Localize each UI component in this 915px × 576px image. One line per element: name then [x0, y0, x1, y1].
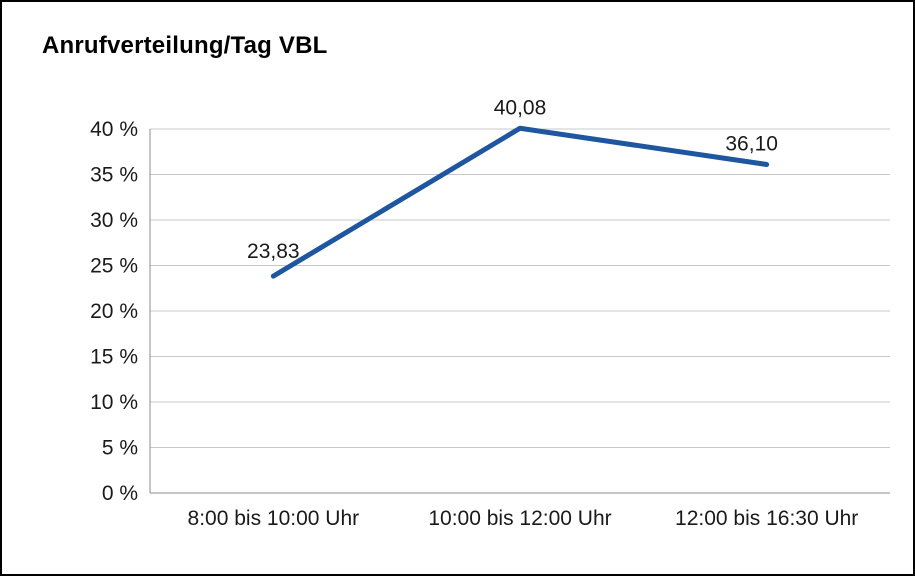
y-axis-tick-label: 0 % [102, 482, 138, 505]
y-axis-tick-label: 15 % [90, 346, 138, 369]
data-point-label: 40,08 [494, 96, 547, 119]
series-line [270, 125, 770, 279]
y-axis-tick-label: 5 % [102, 437, 138, 460]
chart-title: Anrufverteilung/Tag VBL [42, 32, 328, 59]
x-axis-category-label: 8:00 bis 10:00 Uhr [188, 507, 360, 530]
data-point-label: 23,83 [247, 240, 300, 263]
y-axis-tick-label: 20 % [90, 300, 138, 323]
y-axis-tick-label: 40 % [90, 118, 138, 141]
y-axis-tick-label: 35 % [90, 164, 138, 187]
y-axis-tick-label: 30 % [90, 209, 138, 232]
x-axis-category-label: 12:00 bis 16:30 Uhr [675, 507, 858, 530]
data-point-label: 36,10 [725, 132, 778, 155]
y-axis-tick-label: 10 % [90, 391, 138, 414]
x-axis-category-label: 10:00 bis 12:00 Uhr [428, 507, 611, 530]
y-axis-tick-label: 25 % [90, 255, 138, 278]
